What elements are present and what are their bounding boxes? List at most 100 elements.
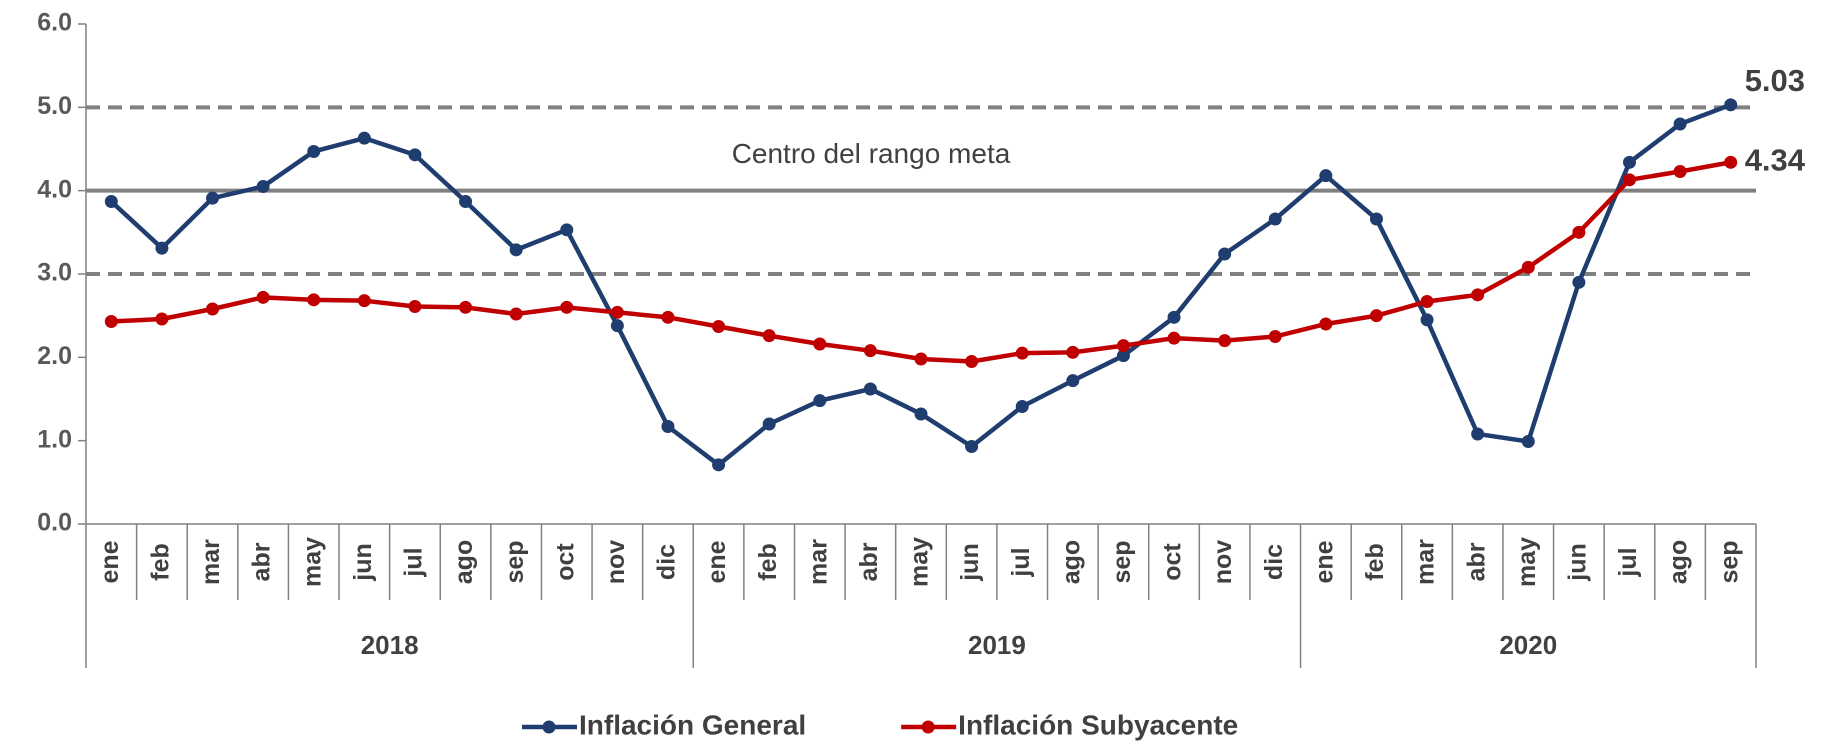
data-point [206,302,220,316]
x-tick-label: jul [1614,547,1642,577]
x-tick-label: feb [754,543,782,581]
data-point [155,312,169,326]
x-tick-label: sep [1108,540,1136,583]
data-point [1268,212,1282,226]
data-point [1167,310,1181,324]
x-tick-label: oct [551,543,579,581]
data-point [1420,313,1434,327]
data-point [1015,400,1029,413]
data-point [1015,346,1029,360]
legend-marker [921,720,935,734]
data-point [1521,260,1535,274]
data-point [863,344,877,358]
x-tick-label: dic [1260,544,1288,580]
data-point [1218,334,1232,348]
data-point [914,352,928,366]
x-tick-label: may [1513,537,1541,587]
data-point [1369,212,1383,226]
data-point [712,320,726,333]
y-tick-label: 4.0 [37,175,72,203]
data-point [1471,427,1485,441]
x-group-label: 2020 [1499,630,1557,660]
x-tick-label: abr [855,542,883,581]
data-point [408,300,422,313]
data-point [1319,317,1333,331]
x-tick-label: feb [1361,543,1389,581]
data-point [762,417,776,431]
data-point [1420,295,1434,308]
x-tick-label: jul [1007,547,1035,577]
data-point [104,195,118,208]
x-tick-label: ago [1057,540,1085,584]
data-point [256,180,270,193]
x-group-label: 2019 [968,630,1026,660]
x-tick-label: ene [1310,540,1338,583]
y-tick-label: 6.0 [37,9,72,37]
data-point [206,191,220,205]
data-point [357,294,371,308]
y-tick-label: 3.0 [37,259,72,287]
data-point [661,420,675,433]
x-group-label: 2018 [361,630,419,660]
x-tick-label: mar [804,539,832,585]
data-point [1572,275,1586,289]
x-tick-label: jul [400,547,428,577]
data-point [307,145,321,158]
data-point [1724,98,1738,112]
data-point [1268,330,1282,343]
data-point [459,300,473,314]
data-point [661,310,675,324]
data-point [1066,345,1080,359]
x-tick-label: nov [602,540,630,585]
legend-marker [542,720,556,734]
data-point [1572,225,1586,239]
x-tick-label: abr [248,542,276,581]
data-point [712,458,726,472]
data-point [104,315,118,328]
x-tick-label: may [298,537,326,587]
data-point [1218,247,1232,261]
data-point [1116,339,1130,353]
x-tick-label: feb [147,543,175,581]
data-point [560,223,574,237]
data-point [1471,288,1485,302]
data-point [307,293,321,307]
data-point [1622,173,1636,187]
end-label: 5.03 [1745,63,1805,98]
legend-label: Inflación General [579,709,806,740]
data-point [1622,155,1636,169]
data-point [256,290,270,304]
data-point [762,329,776,343]
x-tick-label: oct [1159,543,1187,581]
data-point [1116,349,1130,363]
x-tick-label: jun [349,543,377,582]
x-tick-label: jun [1563,543,1591,582]
x-tick-label: sep [501,540,529,583]
data-point [610,305,624,319]
data-point [560,300,574,314]
data-point [610,319,624,333]
end-label: 4.34 [1745,143,1806,178]
data-point [863,382,877,396]
data-point [1673,117,1687,131]
data-point [357,131,371,145]
x-tick-label: sep [1715,540,1743,583]
data-point [1167,331,1181,345]
data-point [813,394,827,408]
data-point [1724,155,1738,169]
data-point [965,355,979,368]
x-tick-label: mar [1412,539,1440,585]
data-point [813,337,827,351]
data-point [1066,374,1080,388]
data-point [459,195,473,208]
reference-label: Centro del rango meta [732,138,1011,169]
x-tick-label: nov [1209,540,1237,585]
data-point [408,148,422,162]
data-point [509,243,523,257]
data-point [1319,169,1333,183]
data-point [914,407,928,421]
data-point [965,440,979,453]
data-point [509,307,523,321]
x-tick-label: ago [450,540,478,584]
